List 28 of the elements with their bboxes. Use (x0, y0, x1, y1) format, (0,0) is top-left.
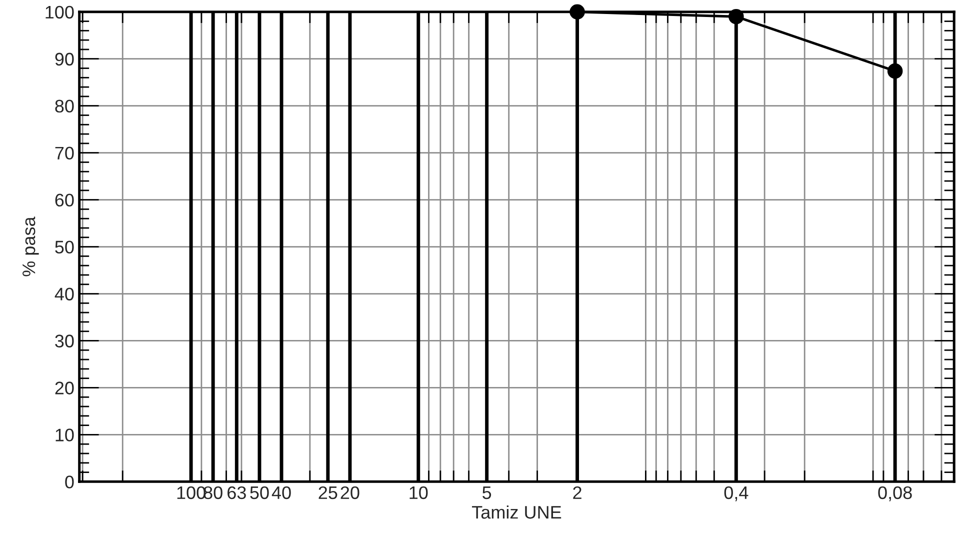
x-tick-label: 0,4 (724, 486, 748, 502)
y-axis-title: % pasa (22, 216, 39, 276)
x-tick-label: 20 (340, 486, 360, 500)
point (728, 8, 744, 24)
y-tick-label: 30 (55, 334, 74, 348)
x-tick-label: 100 (177, 486, 206, 500)
x-tick-label: 5 (482, 486, 492, 500)
x-tick-label: 50 (250, 486, 269, 500)
y-tick-label: 100 (46, 6, 74, 19)
x-tick-label: 10 (410, 486, 428, 500)
y-tick-label: 0 (65, 476, 74, 488)
y-tick-label: 50 (55, 240, 74, 254)
point (887, 63, 903, 79)
x-tick-label: 2 (573, 486, 582, 499)
x-tick-label: 80 (204, 486, 222, 500)
y-tick-label: 60 (55, 194, 74, 207)
point (570, 4, 585, 20)
y-tick-label: 80 (55, 100, 74, 113)
y-tick-label: 10 (56, 428, 74, 442)
x-axis-title: Tamiz UNE (472, 505, 562, 519)
y-tick-label: 40 (54, 288, 74, 300)
x-tick-label: 0,08 (878, 486, 912, 502)
y-tick-label: 90 (55, 52, 74, 66)
y-tick-label: 20 (55, 382, 74, 394)
x-tick-label: 25 (318, 486, 338, 500)
y-tick-label: 70 (55, 146, 74, 160)
x-tick-label: 40 (272, 486, 291, 500)
x-tick-label: 63 (228, 486, 246, 500)
